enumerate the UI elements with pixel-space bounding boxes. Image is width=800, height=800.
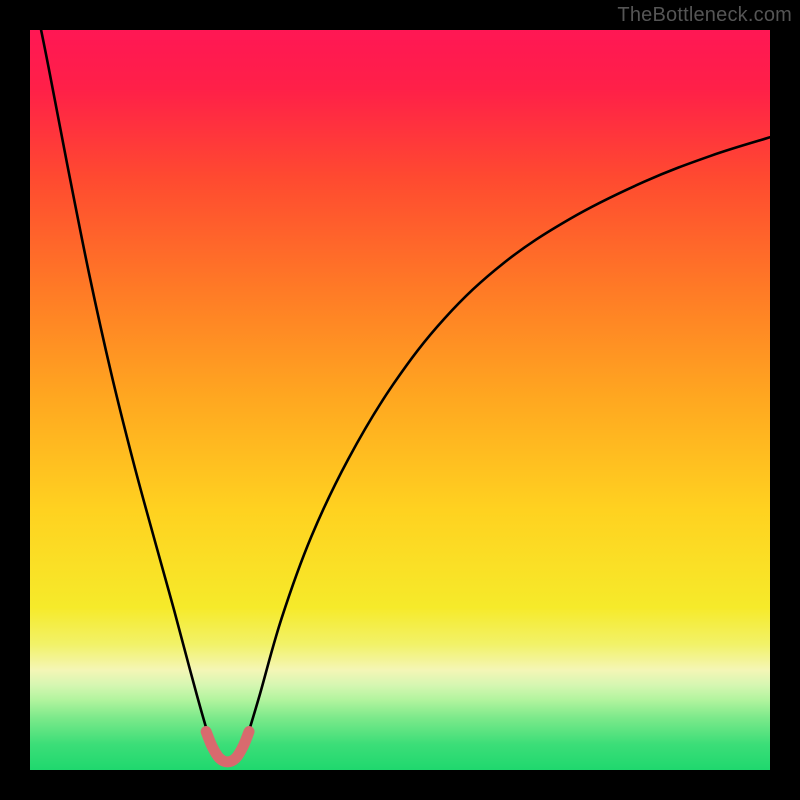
chart-container: TheBottleneck.com xyxy=(0,0,800,800)
plot-background xyxy=(30,30,770,770)
watermark-text: TheBottleneck.com xyxy=(617,4,792,27)
bottleneck-chart xyxy=(0,0,800,800)
